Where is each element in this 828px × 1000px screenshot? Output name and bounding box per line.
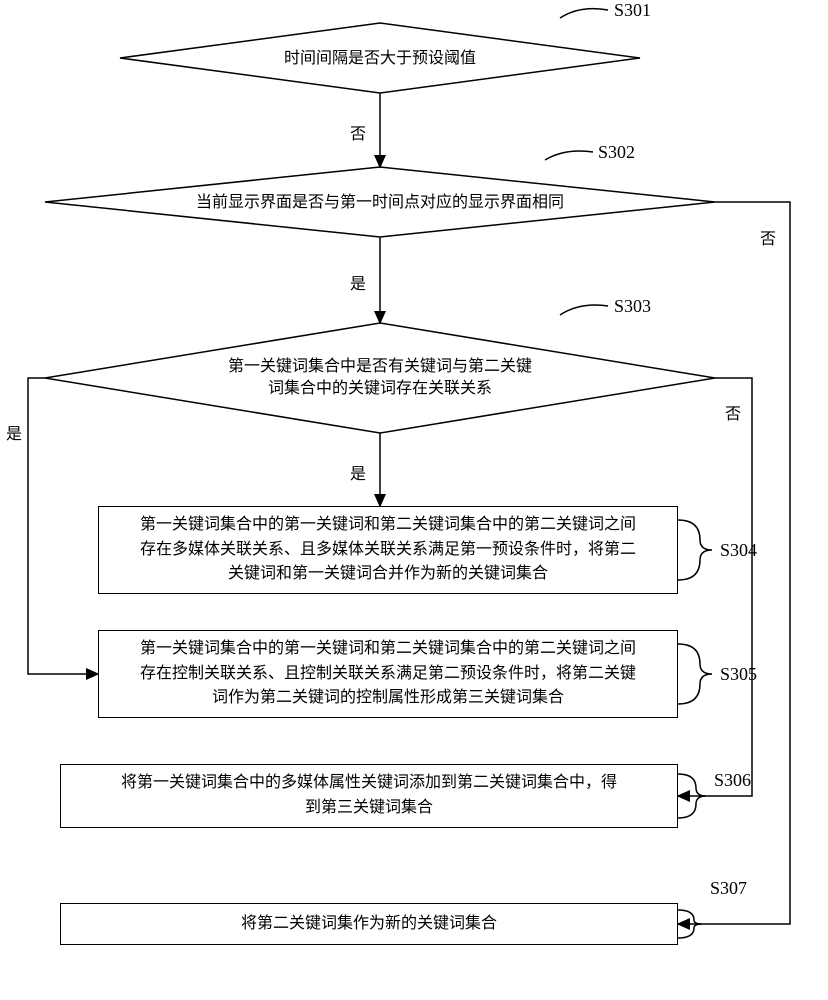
edge-label-d2-no: 否 <box>760 225 776 249</box>
decision-s302-text: 当前显示界面是否与第一时间点对应的显示界面相同 <box>140 192 620 214</box>
brace-s306 <box>678 774 706 818</box>
edge-label-d3-no: 否 <box>725 400 741 424</box>
callout-s302 <box>545 151 593 160</box>
edge-label-d3-yes-down: 是 <box>350 460 366 484</box>
label-s306: S306 <box>714 770 751 791</box>
decision-s303-text: 第一关键词集合中是否有关键词与第二关键 词集合中的关键词存在关联关系 <box>170 356 590 401</box>
process-s304: 第一关键词集合中的第一关键词和第二关键词集合中的第二关键词之间 存在多媒体关联关… <box>98 506 678 594</box>
shapes-svg <box>0 0 828 1000</box>
label-s303: S303 <box>614 296 651 317</box>
callout-s303 <box>560 305 608 315</box>
edge-label-d2-yes: 是 <box>350 270 366 294</box>
edge-label-d1-no: 否 <box>350 120 366 144</box>
brace-s307 <box>678 910 702 938</box>
brace-s304 <box>678 520 712 580</box>
decision-s301-text: 时间间隔是否大于预设阈值 <box>200 48 560 70</box>
edge-label-d3-yes-left: 是 <box>6 420 22 444</box>
label-s307: S307 <box>710 878 747 899</box>
edge-d2-no-r7 <box>678 202 790 924</box>
process-s305: 第一关键词集合中的第一关键词和第二关键词集合中的第二关键词之间 存在控制关联关系… <box>98 630 678 718</box>
callout-s301 <box>560 9 608 18</box>
flowchart-container: 时间间隔是否大于预设阈值 当前显示界面是否与第一时间点对应的显示界面相同 第一关… <box>0 0 828 1000</box>
process-s307: 将第二关键词集作为新的关键词集合 <box>60 903 678 945</box>
decision-s303 <box>45 323 715 433</box>
brace-s305 <box>678 644 712 704</box>
decision-s302 <box>45 167 715 237</box>
decision-s301 <box>120 23 640 93</box>
label-s304: S304 <box>720 540 757 561</box>
label-s301: S301 <box>614 0 651 21</box>
process-s306: 将第一关键词集合中的多媒体属性关键词添加到第二关键词集合中，得 到第三关键词集合 <box>60 764 678 828</box>
label-s302: S302 <box>598 142 635 163</box>
edge-d3-yes-r5 <box>28 378 98 674</box>
edge-d3-no-r6 <box>678 378 752 796</box>
label-s305: S305 <box>720 664 757 685</box>
